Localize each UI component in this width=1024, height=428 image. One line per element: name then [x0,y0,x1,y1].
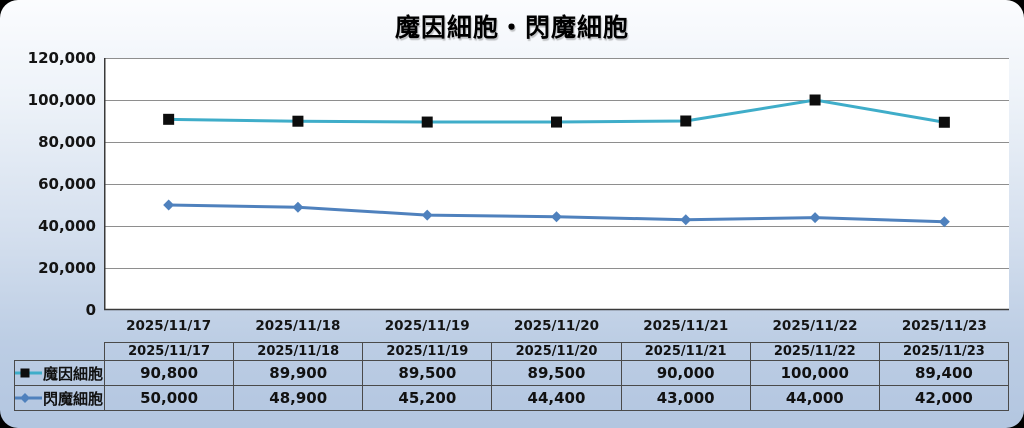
chart-title: 魔因細胞・閃魔細胞 [394,13,629,42]
table-value-cell: 89,500 [491,360,622,386]
y-axis-tick-label: 120,000 [27,49,96,67]
table-value-cell: 44,000 [749,385,880,411]
table-header-date: 2025/11/17 [103,342,235,361]
x-axis-tick-label: 2025/11/21 [643,318,729,334]
data-table-wrap: 2025/11/17 2025/11/18 2025/11/19 2025/11/20… [14,342,1010,411]
table-header-date: 2025/11/21 [620,342,751,361]
data-point-diamond [809,212,821,224]
y-axis-tick-label: 100,000 [27,91,96,109]
series-label: 閃魔細胞 [42,389,103,408]
table-header-date: 2025/11/23 [878,342,1010,361]
y-axis-tick-label: 60,000 [38,175,96,193]
table-value-cell: 89,900 [233,360,364,386]
data-point-square [809,94,821,106]
y-axis-labels: 120,000 100,000 80,000 60,000 40,000 20,000 0 [0,49,96,319]
table-value-cell: 89,500 [362,360,493,386]
table-value-cell: 42,000 [878,385,1010,411]
legend-diamond-marker-icon [15,393,42,403]
table-row: 魔因細胞 90,800 89,900 89,500 89,500 90,000 100,00… [14,360,1010,386]
data-point-square [421,116,433,128]
series-label: 魔因細胞 [42,364,103,383]
x-axis-tick-label: 2025/11/18 [255,318,341,334]
line-chart [104,58,1009,311]
legend-square-marker-icon [15,368,42,378]
table-value-cell: 89,400 [878,360,1010,386]
y-axis-tick-label: 80,000 [38,133,96,151]
x-axis-tick-label: 2025/11/23 [901,318,987,334]
table-value-cell: 90,000 [620,360,751,386]
table-header-date: 2025/11/19 [362,342,493,361]
data-point-diamond [551,211,562,223]
table-value-cell: 43,000 [620,385,751,411]
table-value-cell: 90,800 [103,360,235,386]
table-header-date: 2025/11/20 [491,342,622,361]
data-point-diamond [938,216,950,228]
y-axis-tick-label: 40,000 [38,217,96,235]
table-value-cell: 44,400 [491,385,622,411]
data-point-square [551,116,562,128]
table-header-date: 2025/11/22 [749,342,880,361]
data-point-diamond [292,201,304,213]
legend-cell: 閃魔細胞 [14,385,105,411]
data-point-diamond [421,209,433,221]
x-axis-tick-label: 2025/11/22 [772,318,858,334]
table-value-cell: 45,200 [362,385,493,411]
data-point-square [938,116,950,128]
table-value-cell: 50,000 [103,385,235,411]
table-value-cell: 48,900 [233,385,364,411]
data-table: 2025/11/17 2025/11/18 2025/11/19 2025/11/20… [14,342,1010,411]
data-point-diamond [680,214,692,226]
plot-area [104,58,1009,311]
y-axis-tick-label: 0 [85,301,96,319]
data-point-diamond [163,199,175,211]
x-axis-labels: 2025/11/17 2025/11/18 2025/11/19 2025/11/20… [104,314,1009,338]
x-axis-tick-label: 2025/11/20 [513,318,599,334]
table-header-date: 2025/11/18 [233,342,364,361]
data-point-square [292,115,304,127]
y-axis-tick-label: 20,000 [38,259,96,277]
legend-cell: 魔因細胞 [14,360,105,386]
x-axis-tick-label: 2025/11/19 [384,318,470,334]
data-point-square [680,115,692,127]
table-row: 閃魔細胞 50,000 48,900 45,200 44,400 43,000 44,000… [14,385,1010,411]
table-value-cell: 100,000 [749,360,880,386]
data-point-square [163,113,175,125]
x-axis-tick-label: 2025/11/17 [126,318,212,334]
table-corner-empty [15,343,105,361]
